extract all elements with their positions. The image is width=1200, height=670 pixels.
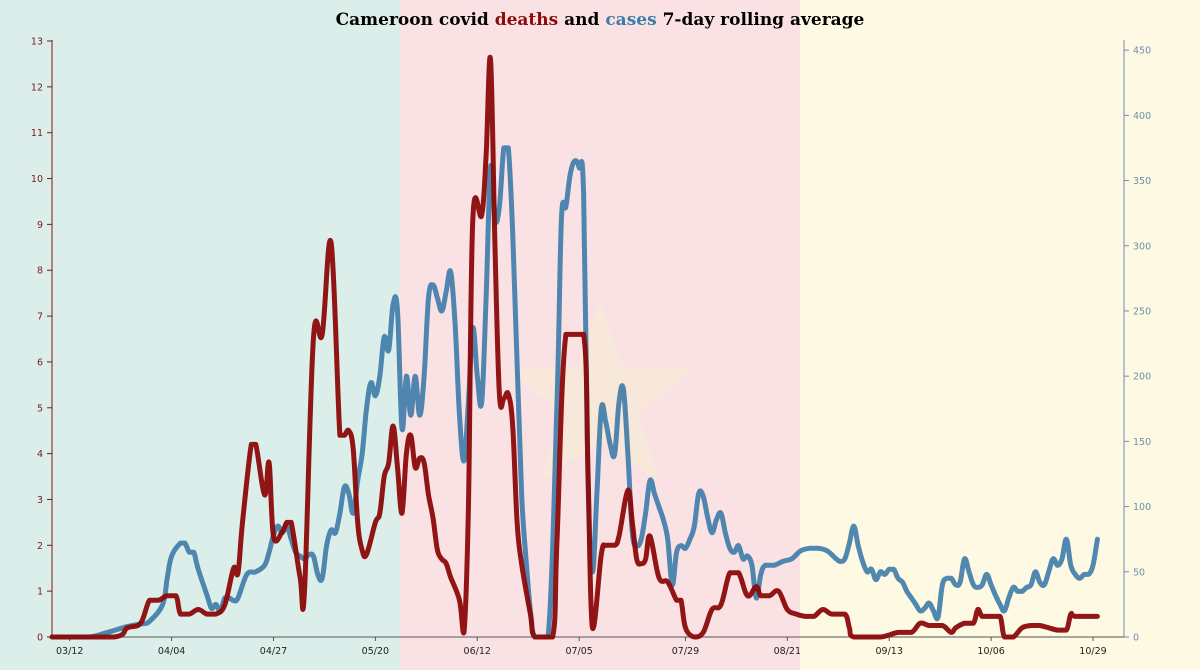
x-axis-tick-label: 03/12 <box>56 646 83 657</box>
title-part-3: 7-day rolling average <box>657 10 865 30</box>
right-axis-tick-label: 350 <box>1133 176 1151 187</box>
left-axis-tick-label: 7 <box>37 312 43 323</box>
title-part-1: Cameroon covid <box>336 10 495 30</box>
left-axis-tick-label: 2 <box>37 541 43 552</box>
left-axis-tick-label: 12 <box>31 82 43 93</box>
left-axis-tick-label: 4 <box>37 449 43 460</box>
title-cases-word: cases <box>605 10 656 30</box>
right-axis-tick-label: 50 <box>1133 567 1145 578</box>
x-axis-tick-label: 05/20 <box>362 646 389 657</box>
left-axis-tick-label: 5 <box>37 403 43 414</box>
left-axis-tick-label: 3 <box>37 495 43 506</box>
x-axis-tick-label: 09/13 <box>876 646 903 657</box>
background-band-green <box>0 0 400 670</box>
x-axis-tick-label: 07/29 <box>672 646 699 657</box>
title-deaths-word: deaths <box>495 10 559 30</box>
right-axis-tick-label: 100 <box>1133 502 1151 513</box>
left-axis-tick-label: 0 <box>37 633 43 644</box>
axes-layer: 0123456789101112130501001502002503003504… <box>31 37 1151 658</box>
left-axis-tick-label: 6 <box>37 357 43 368</box>
flag-star <box>504 300 696 481</box>
right-axis-tick-label: 200 <box>1133 372 1151 383</box>
left-axis-tick-label: 9 <box>37 220 43 231</box>
background-band-yellow <box>800 0 1200 670</box>
left-axis-tick-label: 10 <box>31 174 43 185</box>
left-axis-tick-label: 8 <box>37 266 43 277</box>
title-part-2: and <box>558 10 605 30</box>
right-axis-tick-label: 150 <box>1133 437 1151 448</box>
left-axis-tick-label: 13 <box>31 37 43 48</box>
x-axis-tick-label: 10/29 <box>1079 646 1106 657</box>
right-axis-tick-label: 450 <box>1133 46 1151 57</box>
x-axis-tick-label: 04/04 <box>158 646 185 657</box>
deaths-series-line <box>49 54 1100 640</box>
right-axis-tick-label: 400 <box>1133 111 1151 122</box>
chart-title: Cameroon covid deaths and cases 7-day ro… <box>336 10 865 30</box>
x-axis-tick-label: 06/12 <box>464 646 491 657</box>
right-axis-tick-label: 250 <box>1133 306 1151 317</box>
left-axis-tick-label: 1 <box>37 587 43 598</box>
right-axis-tick-label: 300 <box>1133 241 1151 252</box>
x-axis-tick-label: 04/27 <box>260 646 287 657</box>
right-axis-tick-label: 0 <box>1133 633 1139 644</box>
series-layer <box>49 54 1100 640</box>
left-axis-tick-label: 11 <box>31 128 43 139</box>
x-axis-tick-label: 10/06 <box>977 646 1004 657</box>
x-axis-tick-label: 08/21 <box>774 646 801 657</box>
x-axis-tick-label: 07/05 <box>565 646 592 657</box>
